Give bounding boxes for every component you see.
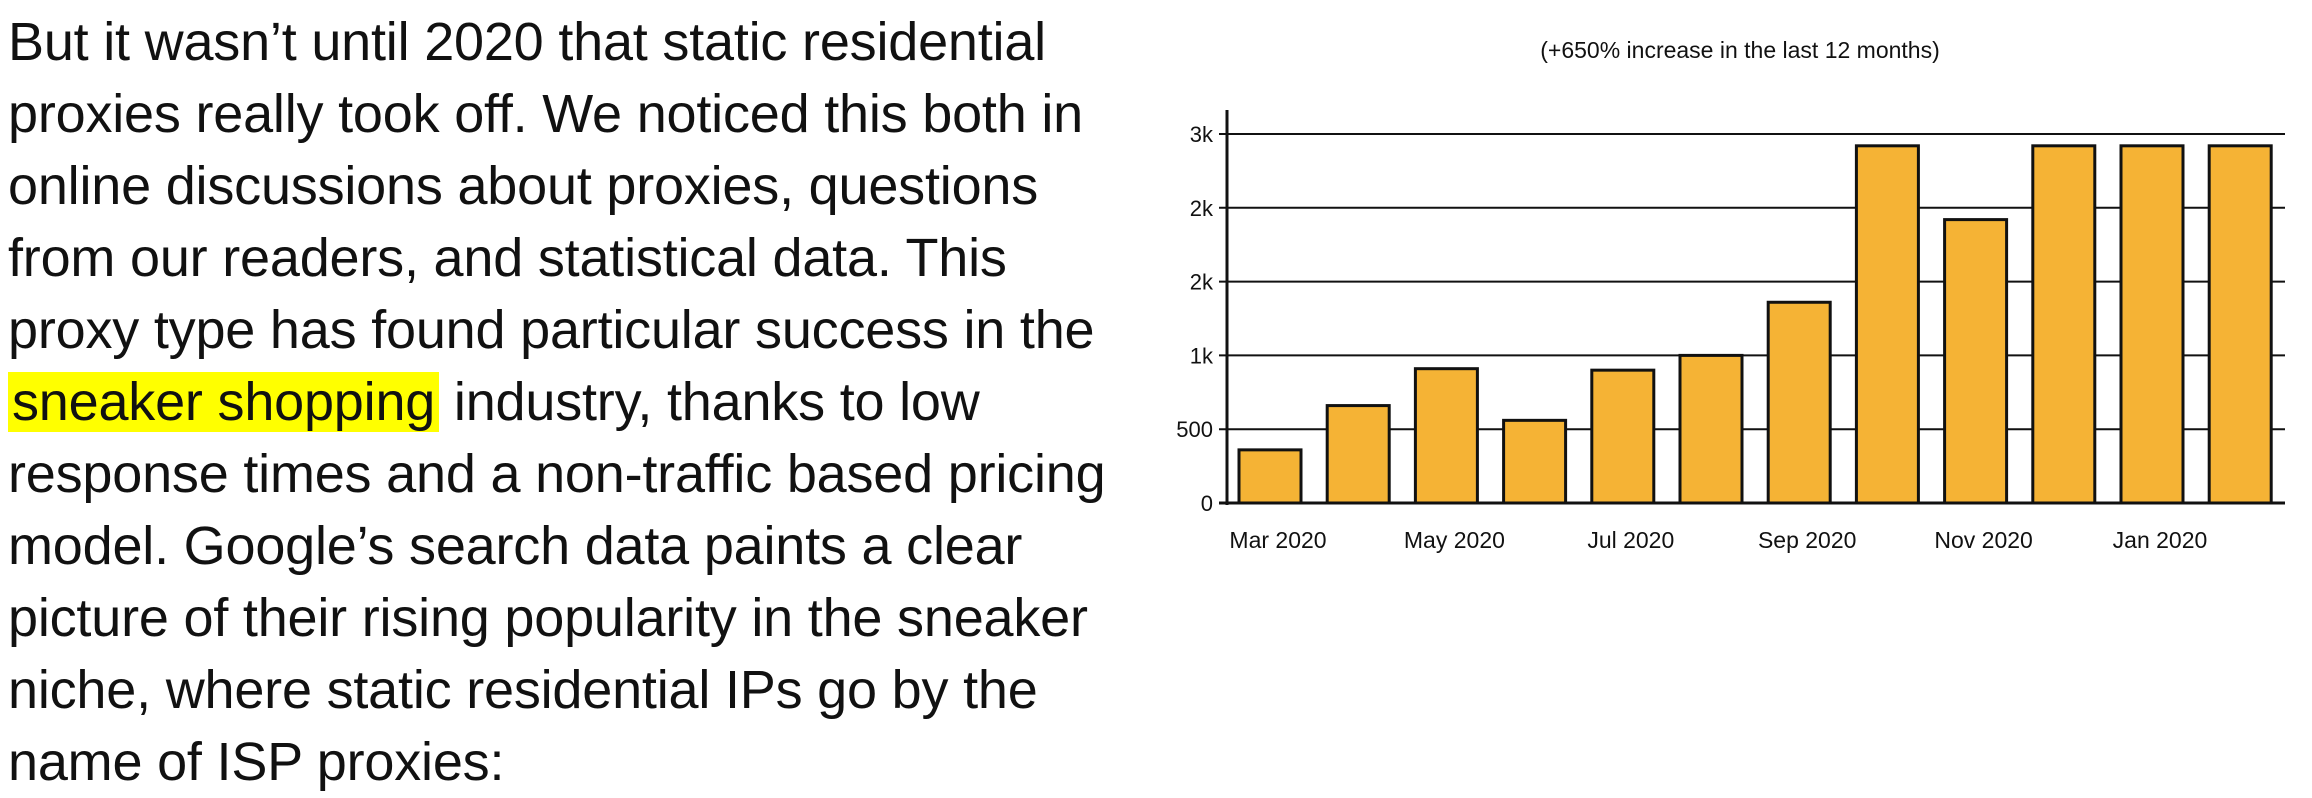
x-tick-label: Mar 2020 bbox=[1229, 527, 1326, 553]
bar bbox=[2207, 144, 2273, 505]
y-tick-label: 2k bbox=[1190, 196, 1214, 221]
y-tick-label: 0 bbox=[1201, 491, 1213, 516]
y-tick-label: 2k bbox=[1190, 270, 1214, 295]
x-tick-label: Jan 2020 bbox=[2113, 527, 2208, 553]
bar bbox=[2119, 144, 2185, 505]
chart-title: (+650% increase in the last 12 months) bbox=[1540, 37, 1940, 63]
search-trend-chart: (+650% increase in the last 12 months) 0 5… bbox=[1150, 0, 2312, 600]
article-paragraph: But it wasn’t until 2020 that static res… bbox=[8, 6, 1148, 798]
x-tick-label: Nov 2020 bbox=[1934, 527, 2032, 553]
y-tick-label: 3k bbox=[1190, 122, 1214, 147]
bar-chart-svg: (+650% increase in the last 12 months) 0 5… bbox=[1176, 37, 2285, 553]
y-tick-label: 500 bbox=[1176, 417, 1213, 442]
bar bbox=[2031, 144, 2097, 505]
bar bbox=[1237, 448, 1303, 505]
bar bbox=[1413, 367, 1479, 505]
bar bbox=[1854, 144, 1920, 505]
bar bbox=[1590, 368, 1656, 505]
bar bbox=[1325, 404, 1391, 505]
highlighted-phrase: sneaker shopping bbox=[8, 372, 440, 432]
x-tick-label: Jul 2020 bbox=[1587, 527, 1674, 553]
bar bbox=[1943, 218, 2009, 505]
x-tick-label: May 2020 bbox=[1404, 527, 1505, 553]
paragraph-text-after: industry, thanks to low response times a… bbox=[8, 372, 1106, 792]
paragraph-text-before: But it wasn’t until 2020 that static res… bbox=[8, 12, 1095, 360]
bar bbox=[1766, 300, 1832, 505]
x-tick-label: Sep 2020 bbox=[1758, 527, 1856, 553]
bar bbox=[1678, 353, 1744, 505]
y-tick-label: 1k bbox=[1190, 343, 1214, 368]
bar bbox=[1502, 418, 1568, 505]
